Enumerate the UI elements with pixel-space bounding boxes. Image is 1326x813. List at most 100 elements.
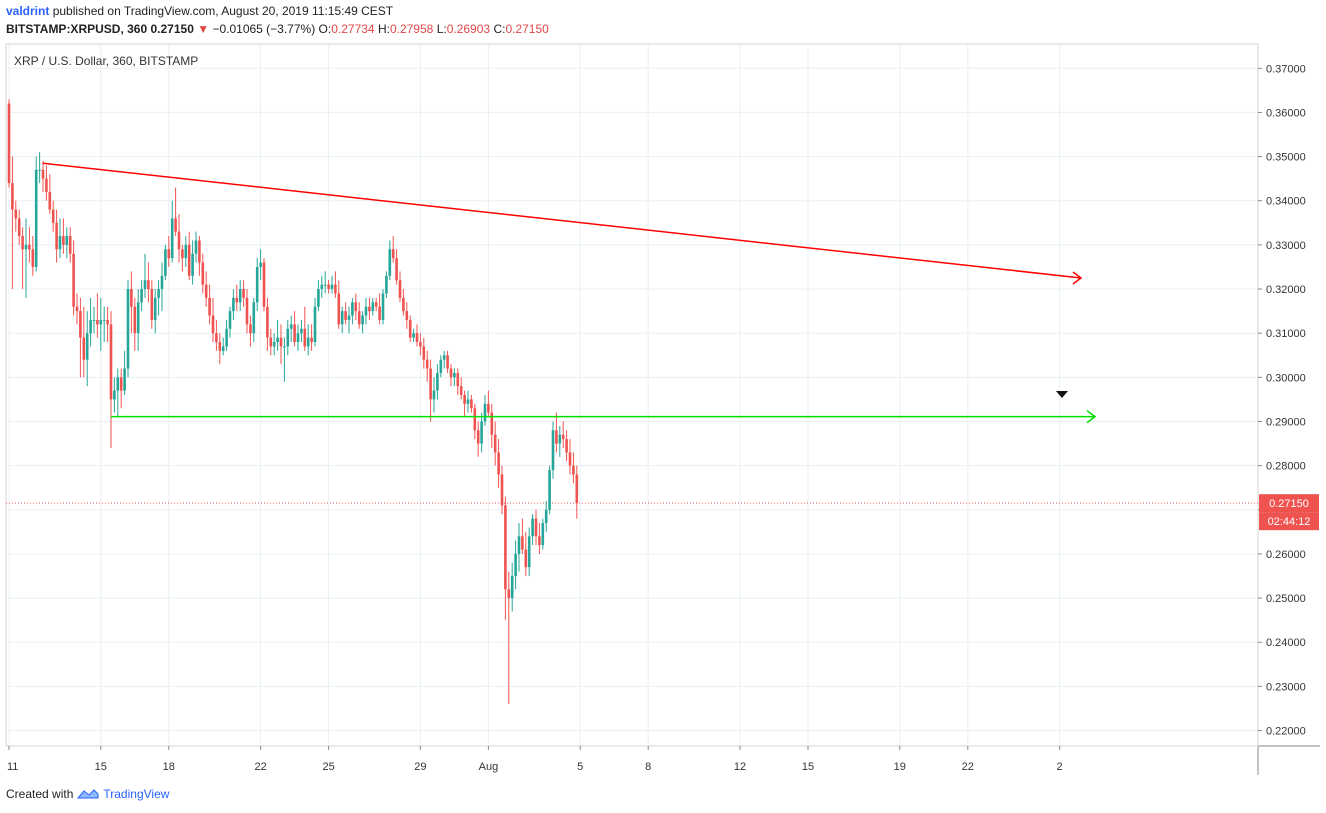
last-price-box bbox=[1259, 494, 1319, 513]
price-tick-label: 0.22000 bbox=[1266, 726, 1306, 738]
time-tick-label: 5 bbox=[577, 761, 583, 773]
candle-body bbox=[215, 333, 218, 343]
candle-body bbox=[92, 319, 96, 321]
candle-body bbox=[419, 342, 422, 347]
price-axis[interactable]: 0.37000 0.36000 0.35000 0.34000 0.33000 0.320… bbox=[1258, 63, 1306, 738]
candle-body bbox=[490, 412, 494, 435]
close-value: 0.27150 bbox=[505, 22, 549, 36]
candle-body bbox=[334, 284, 337, 294]
candle-body bbox=[429, 368, 432, 400]
candle-body bbox=[150, 289, 154, 320]
candle-body bbox=[147, 280, 150, 290]
candle-body bbox=[405, 311, 409, 320]
candle-body bbox=[96, 319, 99, 325]
candle-body bbox=[507, 589, 511, 599]
candle-body bbox=[524, 549, 528, 568]
candle-body bbox=[11, 183, 14, 210]
candle-body bbox=[143, 280, 147, 290]
candle-body bbox=[102, 319, 106, 321]
open-value: 0.27734 bbox=[331, 22, 375, 36]
candle-body bbox=[446, 355, 449, 369]
price-tick-label: 0.37000 bbox=[1266, 63, 1306, 75]
candle-body bbox=[527, 536, 531, 568]
down-marker-icon bbox=[1056, 391, 1068, 398]
last-price-label: 0.27150 02:44:12 bbox=[1259, 494, 1319, 531]
price-tick-label: 0.29000 bbox=[1266, 416, 1306, 428]
time-tick-label: 22 bbox=[962, 761, 974, 773]
candle-body bbox=[17, 218, 21, 237]
candle-body bbox=[24, 244, 28, 250]
candle-body bbox=[296, 333, 300, 343]
candle-body bbox=[572, 465, 575, 475]
resistance-trendline[interactable] bbox=[42, 162, 1082, 279]
candle-body bbox=[75, 306, 79, 312]
time-tick-label: 15 bbox=[95, 761, 107, 773]
time-tick-label: 29 bbox=[414, 761, 426, 773]
candle-body bbox=[449, 368, 453, 378]
symbol-ohlc-bar: BITSTAMP:XRPUSD, 360 0.27150 ▼ −0.01065 … bbox=[6, 22, 549, 36]
candle-body bbox=[211, 315, 215, 334]
candle-body bbox=[340, 311, 344, 325]
candle-body bbox=[238, 289, 242, 303]
candle-body bbox=[79, 311, 82, 338]
candle-body bbox=[218, 342, 222, 351]
close-label: C: bbox=[493, 22, 506, 36]
candle-body bbox=[123, 368, 126, 391]
candle-body bbox=[344, 311, 347, 320]
candle-body bbox=[170, 218, 174, 259]
price-tick-label: 0.23000 bbox=[1266, 681, 1306, 693]
candle-body bbox=[232, 297, 235, 312]
candle-body bbox=[235, 297, 239, 303]
candle-body bbox=[99, 319, 103, 325]
time-tick-label: 18 bbox=[163, 761, 175, 773]
drawings-layer bbox=[42, 162, 1097, 424]
price-tick-label: 0.28000 bbox=[1266, 461, 1306, 473]
candle-body bbox=[402, 297, 405, 312]
symbol-label: BITSTAMP:XRPUSD, 360 bbox=[6, 22, 148, 36]
candle-body bbox=[208, 297, 211, 316]
candle-body bbox=[286, 328, 290, 347]
candle-body bbox=[432, 390, 436, 400]
candle-body bbox=[174, 218, 177, 232]
candle-body bbox=[153, 297, 157, 320]
candle-body bbox=[493, 434, 497, 453]
tradingview-brand[interactable]: TradingView bbox=[103, 787, 170, 801]
candle-body bbox=[198, 240, 201, 263]
candle-body bbox=[130, 289, 133, 307]
candle-body bbox=[558, 434, 562, 444]
time-tick-label: 12 bbox=[734, 761, 746, 773]
candle-body bbox=[266, 306, 269, 338]
time-tick-label: 2 bbox=[1057, 761, 1063, 773]
author-link[interactable]: valdrint bbox=[6, 4, 50, 18]
price-tick-label: 0.36000 bbox=[1266, 107, 1306, 119]
candle-body bbox=[68, 236, 72, 254]
candle-body bbox=[262, 262, 266, 307]
candle-body bbox=[320, 284, 324, 290]
chart-frame bbox=[5, 43, 1259, 747]
candle-body bbox=[521, 536, 524, 550]
candle-body bbox=[272, 342, 276, 347]
candle-body bbox=[204, 284, 208, 298]
candle-body bbox=[252, 302, 256, 334]
price-change: −0.01065 (−3.77%) bbox=[212, 22, 316, 36]
tradingview-logo-icon bbox=[77, 789, 99, 799]
candle-body bbox=[391, 249, 395, 259]
candle-body bbox=[364, 306, 368, 316]
candle-body bbox=[337, 293, 341, 325]
candle-body bbox=[85, 333, 89, 360]
candle-body bbox=[510, 576, 514, 599]
candle-body bbox=[480, 421, 483, 444]
time-axis[interactable]: 11 15 18 22 25 29 Aug 5 8 12 15 19 22 2 bbox=[7, 746, 1063, 773]
candle-body bbox=[167, 249, 171, 259]
candle-body bbox=[412, 333, 415, 338]
bar-countdown: 02:44:12 bbox=[1268, 516, 1311, 528]
candle-body bbox=[463, 395, 466, 404]
candle-body bbox=[568, 452, 572, 466]
candle-body bbox=[415, 333, 419, 343]
candle-body bbox=[354, 302, 358, 312]
candle-body bbox=[51, 209, 55, 223]
candle-body bbox=[82, 337, 86, 360]
candle-body bbox=[531, 518, 534, 537]
candle-body bbox=[514, 553, 517, 577]
